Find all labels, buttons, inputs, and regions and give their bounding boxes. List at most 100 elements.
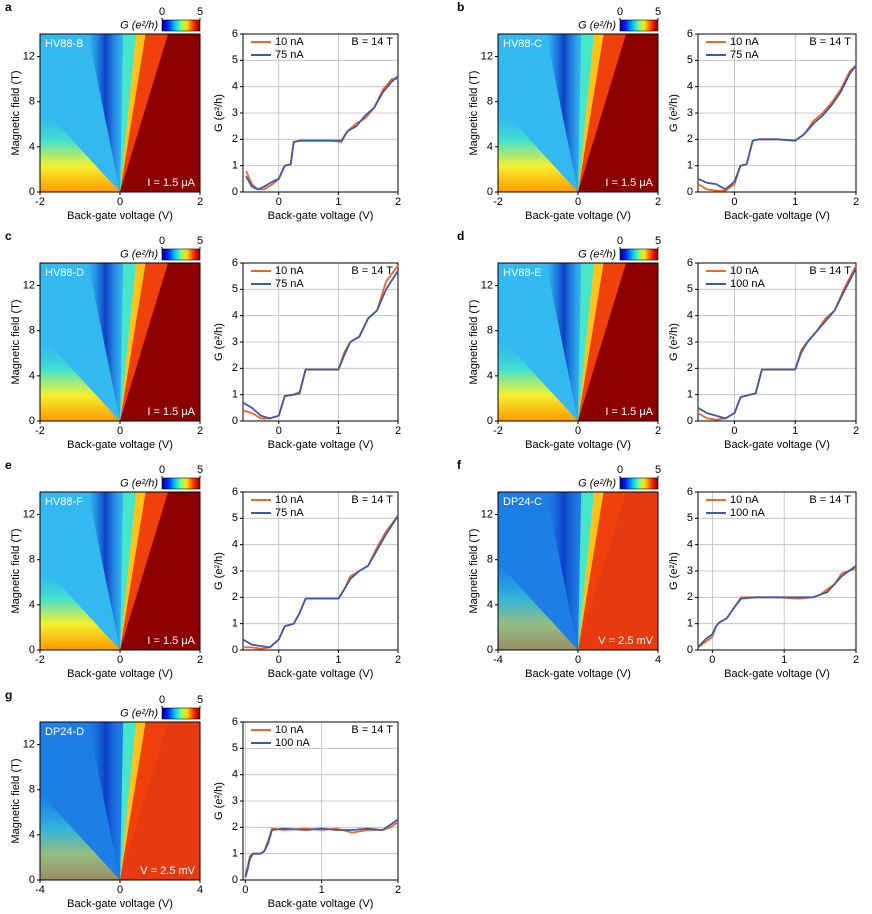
panel-letter: c [5, 229, 12, 243]
y-tick-label: 6 [232, 716, 238, 728]
y-tick-label: 2 [232, 362, 238, 374]
y-tick-label: 2 [232, 133, 238, 145]
colorbar-label: G (e²/h) [120, 707, 158, 719]
panel-letter: a [5, 0, 12, 14]
colorbar-tick-label: 0 [159, 6, 165, 18]
x-tick-label: -2 [493, 425, 503, 437]
colorbar [161, 248, 201, 261]
y-tick-label: 2 [232, 821, 238, 833]
y-axis-label: G (e²/h) [668, 552, 680, 590]
plot-frame [242, 491, 399, 651]
x-axis-label: Back-gate voltage (V) [67, 439, 173, 451]
y-tick-label: 4 [487, 599, 493, 611]
y-tick-label: 4 [29, 370, 35, 382]
colorbar [161, 19, 201, 32]
panel-letter: d [457, 229, 464, 243]
x-tick-label: 2 [197, 654, 203, 666]
y-tick-label: 5 [232, 742, 238, 754]
x-axis-label: Back-gate voltage (V) [67, 210, 173, 222]
y-tick-label: 8 [29, 554, 35, 566]
y-tick-label: 0 [29, 186, 35, 198]
series-line [697, 265, 857, 421]
colorbar-tick-label: 5 [655, 235, 661, 247]
annotation: V = 2.5 mV [598, 635, 653, 647]
x-axis-label: Back-gate voltage (V) [268, 439, 374, 451]
x-tick-label: 0 [575, 425, 581, 437]
heatmap-fill [546, 263, 582, 421]
y-tick-label: 1 [232, 848, 238, 860]
sample-label: DP24-C [503, 496, 542, 508]
colorbar-tick-label: 5 [197, 6, 203, 18]
x-tick-label: 0 [117, 425, 123, 437]
x-axis-label: Back-gate voltage (V) [67, 898, 173, 910]
y-axis-label: G (e²/h) [213, 782, 225, 820]
series-line [697, 564, 857, 649]
y-tick-label: 3 [232, 565, 238, 577]
y-axis-label: Magnetic field (T) [468, 300, 480, 385]
series-line [242, 515, 399, 649]
x-axis-label: Back-gate voltage (V) [724, 439, 830, 451]
y-axis-label: G (e²/h) [668, 323, 680, 361]
plot-frame [39, 262, 201, 422]
y-tick-label: 0 [687, 186, 693, 198]
y-tick-label: 0 [487, 644, 493, 656]
x-tick-label: -4 [35, 884, 45, 896]
x-tick-label: 2 [395, 425, 401, 437]
legend-label: 100 nA [730, 278, 766, 290]
x-tick-label: 2 [853, 425, 859, 437]
x-tick-label: 0 [117, 884, 123, 896]
y-tick-label: 6 [687, 28, 693, 40]
colorbar-tick-label: 0 [159, 235, 165, 247]
legend-label: 100 nA [275, 737, 311, 749]
plot-frame [497, 491, 659, 651]
y-tick-label: 3 [687, 336, 693, 348]
x-tick-label: -2 [35, 425, 45, 437]
y-tick-label: 0 [232, 874, 238, 886]
x-tick-label: 2 [853, 654, 859, 666]
y-tick-label: 5 [232, 512, 238, 524]
series-line [242, 270, 399, 420]
x-tick-label: 0 [731, 425, 737, 437]
x-tick-label: 2 [197, 196, 203, 208]
annotation: I = 1.5 μA [605, 406, 653, 418]
y-tick-label: 4 [232, 310, 238, 322]
series-line [245, 75, 399, 191]
x-tick-label: 4 [655, 654, 661, 666]
y-tick-label: 3 [232, 107, 238, 119]
y-tick-label: 8 [29, 96, 35, 108]
colorbar-tick-label: 0 [617, 6, 623, 18]
y-tick-label: 4 [232, 81, 238, 93]
x-tick-label: 2 [395, 196, 401, 208]
x-axis-label: Back-gate voltage (V) [67, 668, 173, 680]
y-tick-label: 4 [29, 829, 35, 841]
x-tick-label: 0 [276, 196, 282, 208]
plot-frame [39, 721, 201, 881]
y-axis-label: Magnetic field (T) [468, 71, 480, 156]
y-tick-label: 6 [687, 257, 693, 269]
plot-frame [697, 262, 857, 422]
x-tick-label: 0 [575, 654, 581, 666]
y-tick-label: 0 [687, 644, 693, 656]
colorbar-tick-label: 5 [197, 235, 203, 247]
legend-label: 75 nA [275, 278, 304, 290]
y-tick-label: 0 [29, 874, 35, 886]
series-line [697, 65, 857, 191]
y-tick-label: 4 [29, 141, 35, 153]
y-tick-label: 1 [232, 618, 238, 630]
x-axis-label: Back-gate voltage (V) [525, 210, 631, 222]
heatmap-fill [120, 492, 200, 650]
legend-label: 10 nA [730, 494, 759, 506]
y-axis-label: Magnetic field (T) [10, 71, 22, 156]
heatmap-fill [40, 793, 120, 880]
sample-label: HV88-C [503, 38, 542, 50]
x-axis-label: Back-gate voltage (V) [268, 898, 374, 910]
y-tick-label: 1 [232, 389, 238, 401]
y-tick-label: 4 [29, 599, 35, 611]
colorbar-tick-label: 5 [197, 694, 203, 706]
series-line [244, 818, 399, 878]
annotation: B = 14 T [351, 494, 393, 506]
colorbar-label: G (e²/h) [120, 477, 158, 489]
x-tick-label: -2 [493, 196, 503, 208]
colorbar-tick-label: 5 [655, 464, 661, 476]
